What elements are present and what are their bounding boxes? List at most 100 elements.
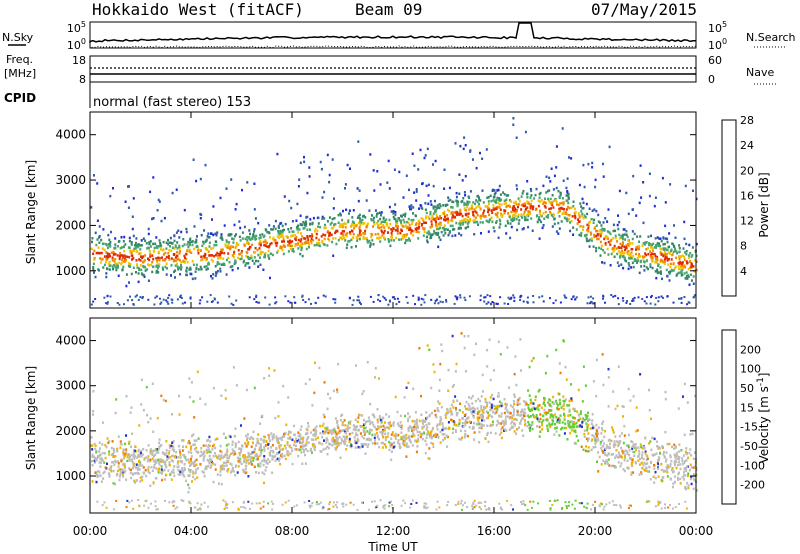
heatmap-cell (350, 238, 353, 242)
heatmap-cell (475, 211, 478, 214)
heatmap-cell (116, 450, 119, 453)
heatmap-cell (96, 475, 99, 479)
heatmap-cell (105, 302, 107, 305)
heatmap-cell (263, 445, 266, 449)
heatmap-cell (564, 422, 567, 425)
heatmap-cell (412, 230, 415, 233)
heatmap-cell (611, 247, 614, 251)
heatmap-cell (297, 231, 300, 234)
heatmap-cell (123, 245, 125, 248)
heatmap-cell (427, 232, 430, 236)
heatmap-cell (113, 259, 116, 263)
heatmap-cell (577, 220, 580, 223)
heatmap-cell (332, 298, 335, 301)
heatmap-cell (509, 404, 512, 407)
heatmap-cell (510, 422, 513, 425)
heatmap-cell (160, 219, 163, 223)
heatmap-cell (152, 176, 155, 179)
heatmap-cell (596, 437, 599, 440)
n-sky-tick-high: 105 (67, 20, 86, 35)
heatmap-cell (487, 200, 490, 203)
heatmap-cell (675, 460, 678, 464)
heatmap-cell (244, 442, 247, 445)
heatmap-cell (524, 400, 527, 404)
heatmap-cell (649, 263, 652, 266)
heatmap-cell (609, 264, 612, 267)
heatmap-cell (387, 303, 390, 306)
heatmap-cell (548, 201, 551, 204)
heatmap-cell (479, 399, 482, 403)
heatmap-cell (529, 203, 532, 206)
heatmap-cell (268, 245, 271, 248)
heatmap-cell (350, 444, 353, 447)
heatmap-cell (267, 249, 270, 253)
heatmap-cell (573, 407, 576, 411)
heatmap-cell (627, 250, 630, 253)
heatmap-cell (547, 199, 550, 203)
heatmap-cell (402, 196, 405, 199)
heatmap-cell (459, 220, 462, 223)
heatmap-cell (597, 220, 600, 223)
heatmap-cell (243, 459, 245, 463)
heatmap-cell (661, 476, 664, 480)
heatmap-cell (610, 294, 613, 296)
heatmap-cell (566, 199, 569, 202)
heatmap-cell (620, 246, 623, 250)
heatmap-cell (191, 240, 194, 243)
heatmap-cell (239, 226, 242, 230)
heatmap-cell (259, 465, 262, 468)
heatmap-cell (104, 456, 107, 460)
heatmap-cell (628, 453, 631, 457)
heatmap-cell (159, 245, 162, 248)
heatmap-cell (602, 175, 605, 178)
heatmap-cell (467, 212, 470, 215)
heatmap-cell (679, 463, 681, 466)
heatmap-cell (116, 262, 118, 265)
heatmap-cell (91, 464, 94, 467)
heatmap-cell (361, 435, 364, 438)
heatmap-cell (582, 206, 585, 210)
heatmap-cell (187, 450, 190, 454)
heatmap-cell (416, 230, 419, 234)
heatmap-cell (574, 215, 577, 218)
heatmap-cell (504, 420, 507, 424)
heatmap-cell (599, 234, 602, 238)
heatmap-cell (316, 229, 319, 233)
heatmap-cell (542, 212, 545, 215)
heatmap-cell (428, 422, 431, 426)
heatmap-cell (243, 259, 245, 263)
heatmap-cell (595, 440, 598, 444)
heatmap-cell (400, 238, 403, 241)
heatmap-cell (283, 432, 285, 436)
heatmap-cell (546, 354, 549, 358)
heatmap-cell (234, 452, 237, 456)
heatmap-cell (209, 450, 212, 454)
heatmap-cell (147, 232, 150, 236)
heatmap-cell (185, 269, 188, 272)
heatmap-cell (455, 424, 458, 427)
heatmap-cell (270, 432, 273, 435)
heatmap-cell (305, 438, 308, 441)
heatmap-cell (210, 458, 213, 462)
heatmap-cell (152, 459, 155, 463)
heatmap-cell (210, 460, 213, 464)
heatmap-cell (143, 275, 146, 278)
heatmap-cell (214, 468, 217, 471)
colorbar-tick-label: 16 (740, 189, 754, 202)
heatmap-cell (595, 249, 598, 253)
heatmap-cell (619, 440, 622, 443)
heatmap-cell (211, 300, 214, 303)
heatmap-cell (677, 472, 680, 476)
heatmap-cell (518, 396, 521, 400)
heatmap-cell (431, 233, 434, 236)
heatmap-cell (446, 228, 449, 231)
heatmap-cell (219, 470, 222, 473)
heatmap-cell (224, 389, 227, 392)
heatmap-cell (660, 479, 663, 482)
heatmap-cell (351, 216, 354, 219)
heatmap-cell (486, 404, 489, 408)
heatmap-cell (591, 438, 594, 441)
heatmap-cell (652, 475, 655, 478)
heatmap-cell (612, 223, 615, 227)
heatmap-cell (150, 466, 153, 469)
